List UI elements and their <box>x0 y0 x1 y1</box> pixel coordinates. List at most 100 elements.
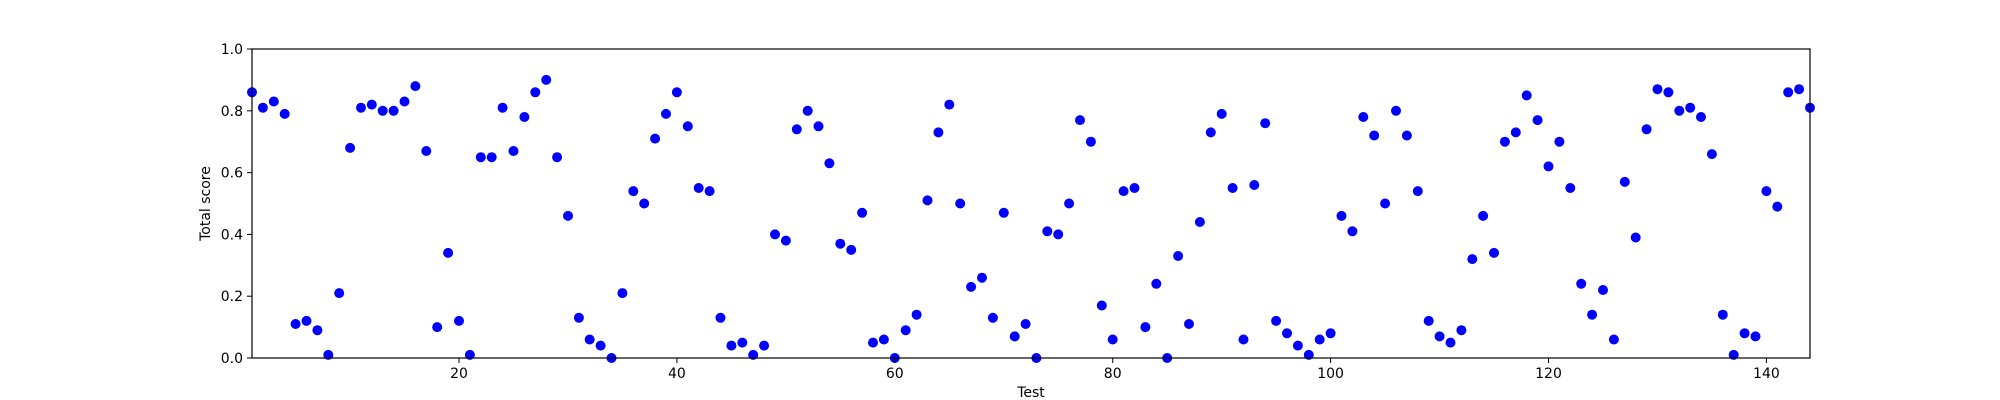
data-point <box>1271 315 1282 326</box>
data-point <box>563 210 573 221</box>
data-point <box>541 74 552 85</box>
data-point <box>1412 186 1423 197</box>
data-point <box>1565 183 1576 193</box>
data-point <box>1739 328 1750 339</box>
data-point <box>966 281 977 292</box>
data-point <box>377 105 388 116</box>
x-tick-label: 120 <box>1535 366 1562 382</box>
data-point <box>1184 319 1194 329</box>
data-point <box>846 244 857 255</box>
data-point <box>552 152 563 163</box>
data-point <box>1096 300 1107 311</box>
data-point <box>1140 322 1151 333</box>
x-tick-label: 140 <box>1753 366 1780 382</box>
data-point <box>1489 247 1499 258</box>
x-tick-label: 60 <box>886 366 904 382</box>
data-point <box>1608 334 1619 345</box>
y-tick-label: 0.0 <box>221 351 243 367</box>
x-tick-label: 100 <box>1317 366 1344 382</box>
data-point <box>1543 161 1554 172</box>
data-point <box>802 105 813 116</box>
data-point <box>977 272 987 283</box>
data-point <box>1641 124 1652 135</box>
data-point <box>682 121 693 132</box>
data-point <box>1696 112 1706 122</box>
data-point <box>454 315 464 326</box>
data-point <box>1064 198 1075 209</box>
data-point <box>1107 334 1118 345</box>
data-point <box>345 142 356 153</box>
data-point <box>759 340 770 351</box>
data-point <box>1456 325 1467 336</box>
data-point <box>1075 115 1085 126</box>
data-point <box>1401 130 1412 141</box>
data-point <box>878 334 889 345</box>
data-point <box>573 312 584 323</box>
data-point <box>922 195 933 206</box>
plot-frame <box>251 48 1811 359</box>
data-point <box>911 309 922 320</box>
data-point <box>1336 210 1347 221</box>
y-tick-label: 1.0 <box>221 42 243 58</box>
data-point <box>432 322 443 333</box>
y-tick-label: 0.4 <box>221 227 243 243</box>
data-point <box>1576 278 1587 289</box>
data-point <box>1391 105 1401 116</box>
data-point <box>1020 319 1031 329</box>
data-point <box>900 325 911 336</box>
data-point <box>737 337 748 348</box>
data-point <box>584 334 595 345</box>
data-point <box>671 87 682 98</box>
data-point <box>388 105 399 116</box>
data-point <box>1227 183 1238 193</box>
data-point <box>257 102 268 113</box>
data-point <box>1445 337 1456 348</box>
y-tick-label: 0.8 <box>221 104 243 120</box>
data-point <box>1216 108 1227 119</box>
data-point <box>1750 331 1761 342</box>
data-point <box>1598 285 1608 295</box>
data-point <box>1347 226 1358 237</box>
data-point <box>1630 232 1641 243</box>
data-point <box>595 340 606 351</box>
data-point <box>726 340 737 351</box>
data-point <box>1706 149 1717 160</box>
data-point <box>475 152 486 163</box>
data-point <box>1587 309 1598 320</box>
data-point <box>780 235 791 246</box>
data-point <box>987 312 998 323</box>
data-point <box>1292 340 1303 351</box>
data-point <box>1652 84 1663 95</box>
data-point <box>1369 130 1380 141</box>
data-point <box>1205 127 1216 138</box>
data-point <box>1314 334 1325 345</box>
data-point <box>1194 217 1205 227</box>
data-point <box>1478 210 1489 221</box>
y-tick-label: 0.6 <box>221 166 243 182</box>
data-point <box>290 319 301 329</box>
data-point <box>1249 180 1260 190</box>
data-point <box>508 146 519 156</box>
data-point <box>955 198 966 209</box>
data-point <box>1794 84 1805 95</box>
data-point <box>933 127 944 138</box>
data-point <box>1510 127 1521 138</box>
data-point <box>868 337 878 348</box>
data-point <box>279 108 290 119</box>
data-point <box>530 87 541 98</box>
data-points <box>247 74 1815 363</box>
data-point <box>1358 112 1369 122</box>
data-point <box>715 312 726 323</box>
data-point <box>268 96 279 107</box>
data-point <box>421 146 432 156</box>
data-point <box>1685 102 1696 113</box>
data-point <box>1380 198 1391 209</box>
data-point <box>399 96 410 107</box>
data-point <box>1042 226 1053 237</box>
data-point <box>1151 278 1162 289</box>
data-point <box>1619 176 1630 187</box>
data-point <box>1423 315 1434 326</box>
y-axis-ticks: 0.0 0.2 0.4 0.6 0.8 1.0 <box>221 42 252 367</box>
data-point <box>628 186 639 197</box>
